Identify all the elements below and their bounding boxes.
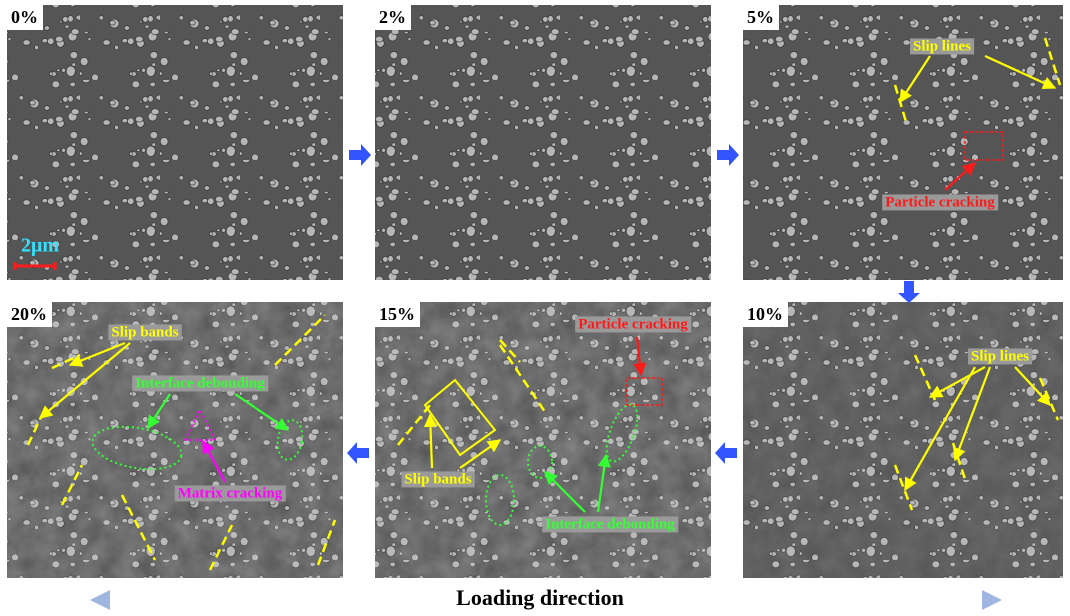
annotation-label: Particle cracking [885, 194, 995, 210]
figure: 0% 2% 5% Slip lines Particle cracking 10% Slip… [0, 0, 1070, 616]
sem-panel [375, 5, 711, 280]
annotation-label: Interface debonding [545, 516, 675, 532]
flow-arrow [715, 442, 737, 464]
flow-arrow [347, 442, 369, 464]
panel-label: 10% [747, 304, 783, 324]
annotation-label: Slip bands [111, 324, 178, 340]
annotation-label: Slip bands [404, 471, 471, 487]
panel-label: 15% [379, 304, 415, 324]
flow-arrow [349, 144, 371, 166]
panel-label: 5% [747, 7, 774, 27]
panel-label: 0% [11, 7, 38, 27]
panel-label: 2% [379, 7, 406, 27]
annotation-label: Particle cracking [578, 316, 688, 332]
panel-label: 20% [11, 304, 47, 324]
surface-roughness [743, 302, 1063, 578]
annotation-label: Slip lines [971, 348, 1029, 364]
caption: Loading direction [456, 585, 624, 610]
surface-roughness [7, 302, 343, 578]
annotation-label: Interface debonding [135, 375, 265, 391]
surface-roughness [375, 302, 711, 578]
flow-arrow [717, 144, 739, 166]
flow-arrow [898, 281, 920, 303]
page: 0% 2% 5% Slip lines Particle cracking 10% Slip… [0, 0, 1070, 616]
sem-panel [743, 5, 1063, 280]
annotation-label: Slip lines [913, 38, 971, 54]
annotation-label: Matrix cracking [178, 485, 283, 501]
scale-bar-label: 2μm [21, 235, 59, 257]
